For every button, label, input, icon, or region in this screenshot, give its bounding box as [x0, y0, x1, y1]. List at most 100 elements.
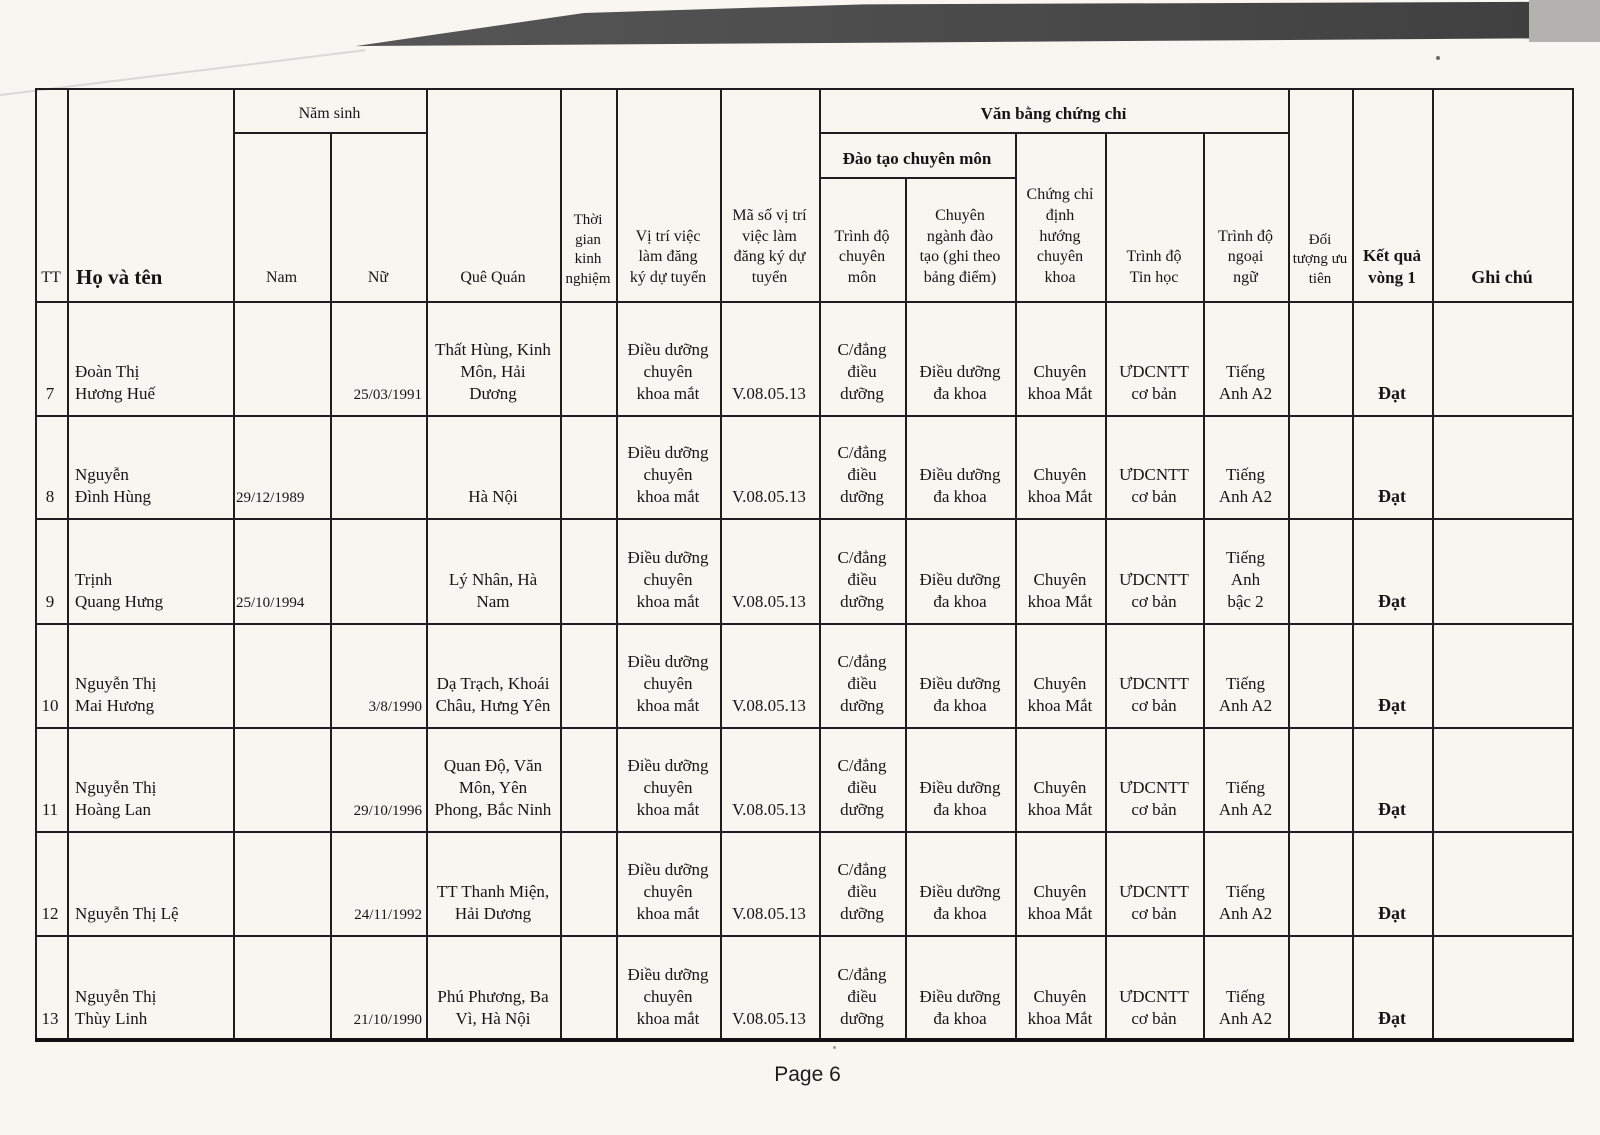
- r9-name: Trịnh Quang Hưng: [75, 569, 164, 611]
- r11-hometown: Quan Độ, Văn Môn, Yên Phong, Bắc Ninh: [434, 755, 552, 819]
- grid-hline-row7: [35, 415, 1574, 417]
- header-qualification: Trình độ chuyên môn: [834, 227, 890, 287]
- r11-result: Đạt: [1378, 798, 1406, 819]
- r13-position-code: V.08.05.13: [732, 1008, 806, 1028]
- r8-tt: 8: [45, 486, 55, 506]
- r8-language: Tiếng Anh A2: [1218, 464, 1273, 506]
- r10-language: Tiếng Anh A2: [1218, 673, 1273, 715]
- grid-hline-training-underline: [819, 177, 1017, 179]
- header-notes: Ghi chú: [1471, 266, 1533, 287]
- r9-specialty: Chuyên khoa Mắt: [1027, 569, 1093, 611]
- header-birth-group: Năm sinh: [298, 105, 361, 123]
- scan-speck: [1436, 56, 1440, 60]
- grid-hline-row8: [35, 518, 1574, 520]
- r7-result: Đạt: [1378, 382, 1406, 403]
- r13-name: Nguyễn Thị Thùy Linh: [75, 986, 157, 1028]
- grid-vline-code-qualification: [819, 88, 821, 1040]
- grid-vline-hometown-exp: [560, 88, 562, 1040]
- r10-name: Nguyễn Thị Mai Hương: [75, 673, 157, 715]
- r7-tt: 7: [45, 383, 55, 403]
- grid-hline-bottom-border: [35, 1038, 1574, 1042]
- grid-hline-header-bottom: [35, 301, 1574, 303]
- header-certificates-group: Văn bằng chứng chỉ: [980, 103, 1127, 123]
- header-training-group: Đào tạo chuyên môn: [842, 148, 992, 168]
- r8-hometown: Hà Nội: [468, 486, 518, 506]
- grid-vline-it-language: [1203, 132, 1205, 1040]
- r9-birthdate-male: 25/10/1994: [236, 594, 305, 611]
- r9-result: Đạt: [1378, 590, 1406, 611]
- r9-language: Tiếng Anh bậc 2: [1225, 547, 1266, 611]
- r10-tt: 10: [41, 695, 59, 715]
- r8-it: ƯDCNTT cơ bản: [1119, 464, 1189, 506]
- r7-position: Điều dưỡng chuyên khoa mắt: [627, 339, 709, 403]
- r8-specialty: Chuyên khoa Mắt: [1027, 464, 1093, 506]
- header-specialty-certificate: Chứng chỉ định hướng chuyên khoa: [1026, 186, 1094, 287]
- r9-position: Điều dưỡng chuyên khoa mắt: [627, 547, 709, 611]
- r12-hometown: TT Thanh Miện, Hải Dương: [436, 881, 550, 923]
- page-number: Page 6: [774, 1063, 841, 1086]
- r9-hometown: Lý Nhân, Hà Nam: [448, 569, 538, 611]
- r11-birthdate-female: 29/10/1996: [353, 802, 422, 819]
- r12-position-code: V.08.05.13: [732, 903, 806, 923]
- r11-specialty: Chuyên khoa Mắt: [1027, 777, 1093, 819]
- grid-vline-major-specialty: [1015, 132, 1017, 1040]
- r13-qualification: C/đẳng điều dưỡng: [837, 964, 887, 1028]
- r13-tt: 13: [41, 1008, 59, 1028]
- r8-birthdate-male: 29/12/1989: [236, 489, 305, 506]
- grid-hline-row9: [35, 623, 1574, 625]
- r12-name: Nguyễn Thị Lệ: [75, 903, 179, 923]
- header-female: Nữ: [367, 269, 389, 287]
- r9-tt: 9: [45, 591, 55, 611]
- r13-birthdate-female: 21/10/1990: [353, 1011, 422, 1028]
- r13-language: Tiếng Anh A2: [1218, 986, 1273, 1028]
- r11-name: Nguyễn Thị Hoàng Lan: [75, 777, 157, 819]
- r10-birthdate-female: 3/8/1990: [368, 698, 422, 715]
- r7-it: ƯDCNTT cơ bản: [1119, 361, 1189, 403]
- r11-qualification: C/đẳng điều dưỡng: [837, 755, 887, 819]
- scanner-edge-gray: [1529, 0, 1600, 42]
- r12-language: Tiếng Anh A2: [1218, 881, 1273, 923]
- header-experience: Thời gian kinh nghiệm: [565, 212, 611, 287]
- header-position: Vị trí việc làm đăng ký dự tuyển: [629, 227, 707, 287]
- r10-qualification: C/đẳng điều dưỡng: [837, 651, 887, 715]
- r10-result: Đạt: [1378, 694, 1406, 715]
- r13-position: Điều dưỡng chuyên khoa mắt: [627, 964, 709, 1028]
- grid-vline-left-border: [35, 88, 37, 1040]
- grid-vline-specialty-it: [1105, 132, 1107, 1040]
- r9-position-code: V.08.05.13: [732, 591, 806, 611]
- r12-it: ƯDCNTT cơ bản: [1119, 881, 1189, 923]
- r7-language: Tiếng Anh A2: [1218, 361, 1273, 403]
- r9-major: Điều dưỡng đa khoa: [919, 569, 1001, 611]
- r11-language: Tiếng Anh A2: [1218, 777, 1273, 819]
- r10-major: Điều dưỡng đa khoa: [919, 673, 1001, 715]
- r7-hometown: Thất Hùng, Kinh Môn, Hải Dương: [435, 339, 551, 403]
- r13-specialty: Chuyên khoa Mắt: [1027, 986, 1093, 1028]
- r10-hometown: Dạ Trạch, Khoái Châu, Hưng Yên: [435, 673, 551, 715]
- grid-hline-row12: [35, 935, 1574, 937]
- grid-vline-position-code: [720, 88, 722, 1040]
- r12-qualification: C/đẳng điều dưỡng: [837, 859, 887, 923]
- grid-hline-row10: [35, 727, 1574, 729]
- r12-major: Điều dưỡng đa khoa: [919, 881, 1001, 923]
- r8-qualification: C/đẳng điều dưỡng: [837, 442, 887, 506]
- r10-position-code: V.08.05.13: [732, 695, 806, 715]
- grid-hline-top-border: [35, 88, 1574, 90]
- r11-position: Điều dưỡng chuyên khoa mắt: [627, 755, 709, 819]
- r7-qualification: C/đẳng điều dưỡng: [837, 339, 887, 403]
- r8-position: Điều dưỡng chuyên khoa mắt: [627, 442, 709, 506]
- r10-position: Điều dưỡng chuyên khoa mắt: [627, 651, 709, 715]
- r8-result: Đạt: [1378, 485, 1406, 506]
- r11-position-code: V.08.05.13: [732, 799, 806, 819]
- r11-tt: 11: [41, 799, 59, 819]
- r12-tt: 12: [41, 903, 59, 923]
- header-foreign-language: Trình độ ngoại ngữ: [1218, 227, 1273, 287]
- grid-hline-birth-underline: [233, 132, 428, 134]
- r8-name: Nguyễn Đình Hùng: [75, 464, 152, 506]
- header-priority: Đối tượng ưu tiên: [1292, 231, 1348, 287]
- r11-it: ƯDCNTT cơ bản: [1119, 777, 1189, 819]
- scan-speck: [833, 1046, 836, 1049]
- grid-vline-name: [233, 88, 235, 1040]
- grid-vline-nu-hometown: [426, 88, 428, 1040]
- r8-major: Điều dưỡng đa khoa: [919, 464, 1001, 506]
